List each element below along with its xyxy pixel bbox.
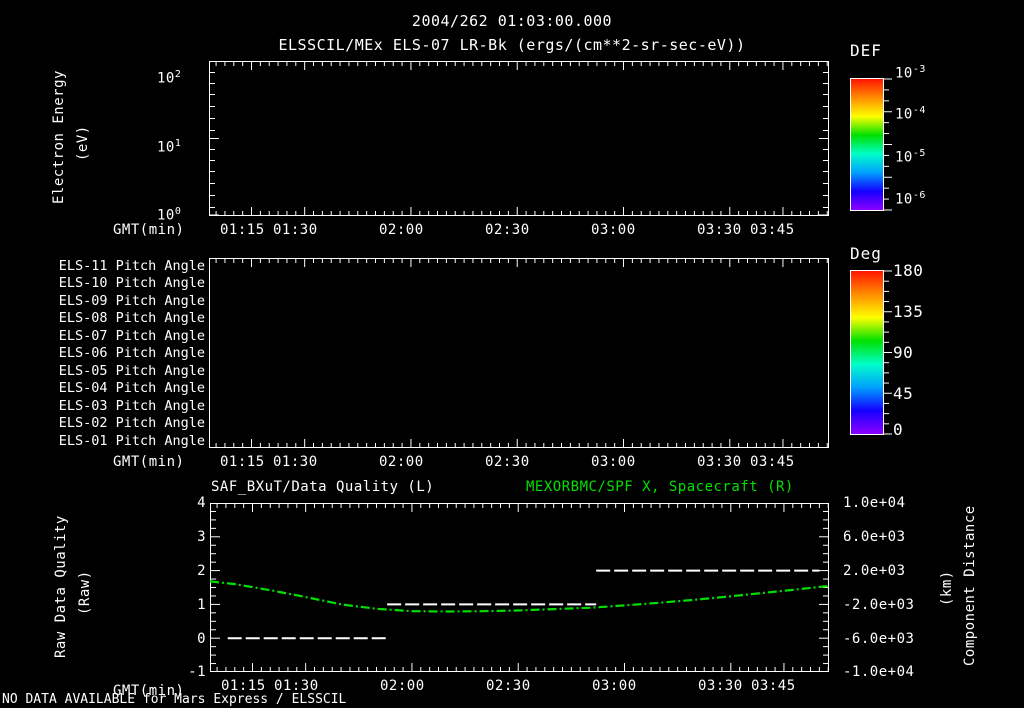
colorbar-deg[interactable] bbox=[850, 270, 884, 435]
mid-panel-xticks bbox=[215, 258, 828, 448]
colorbar-def-ticks bbox=[884, 78, 892, 211]
status-message: NO DATA AVAILABLE for Mars Express / ELS… bbox=[2, 692, 347, 707]
bottom-right-tick-labels: 1.0e+04 6.0e+03 2.0e+03 -2.0e+03 -6.0e+0… bbox=[843, 495, 915, 680]
colorbar-def-tick-1e-3: 10-3 bbox=[895, 64, 926, 82]
page-title: 2004/262 01:03:00.000 bbox=[411, 12, 613, 30]
top-ytick-1: 100 bbox=[157, 206, 182, 224]
bottom-ylabel-left-line2: (Raw) bbox=[77, 570, 93, 616]
colorbar-deg-tick-90: 90 bbox=[893, 343, 914, 362]
bottom-panel-header-right: MEXORBMC/SPF X, Spacecraft (R) bbox=[526, 479, 794, 495]
top-panel-ylabel-line2: (eV) bbox=[75, 125, 91, 161]
row-label-els-01: ELS-01 Pitch Angle bbox=[58, 433, 205, 449]
bottom-ylabel-right-line1: Component Distance bbox=[962, 505, 978, 666]
row-label-els-10: ELS-10 Pitch Angle bbox=[58, 275, 205, 291]
mid-xaxis-label: GMT(min) bbox=[113, 454, 185, 470]
panel-pitch-angle[interactable] bbox=[209, 258, 829, 448]
colorbar-deg-tick-135: 135 bbox=[893, 302, 924, 321]
top-xaxis-label: GMT(min) bbox=[113, 222, 185, 238]
colorbar-def-tick-1e-5: 10-5 bbox=[895, 148, 926, 166]
pitch-angle-row-labels: ELS-11 Pitch Angle ELS-10 Pitch Angle EL… bbox=[0, 258, 205, 449]
page-subtitle: ELSSCIL/MEx ELS-07 LR-Bk (ergs/(cm**2-sr… bbox=[278, 36, 746, 54]
colorbar-def-tick-1e-6: 10-6 bbox=[895, 190, 926, 208]
colorbar-deg-tick-180: 180 bbox=[893, 261, 924, 280]
row-label-els-04: ELS-04 Pitch Angle bbox=[58, 380, 205, 396]
colorbar-def-tick-1e-4: 10-4 bbox=[895, 105, 926, 123]
bottom-ylabel-left-line1: Raw Data Quality bbox=[53, 515, 69, 658]
bottom-xaxis-label: GMT(min) bbox=[113, 683, 185, 699]
top-ytick-10: 101 bbox=[157, 138, 182, 156]
colorbar-def[interactable] bbox=[850, 78, 884, 211]
row-label-els-03: ELS-03 Pitch Angle bbox=[58, 398, 205, 414]
row-label-els-05: ELS-05 Pitch Angle bbox=[58, 363, 205, 379]
row-label-els-06: ELS-06 Pitch Angle bbox=[58, 345, 205, 361]
mid-panel-xtick-labels: 01:15 01:30 02:00 02:30 03:00 03:30 03:4… bbox=[220, 454, 795, 470]
top-panel-yticks bbox=[209, 61, 829, 216]
bottom-panel-xtick-labels: 01:15 01:30 02:00 02:30 03:00 03:30 03:4… bbox=[221, 678, 796, 694]
panel-data-quality[interactable] bbox=[210, 503, 829, 672]
colorbar-deg-tick-45: 45 bbox=[893, 384, 914, 403]
row-label-els-08: ELS-08 Pitch Angle bbox=[58, 310, 205, 326]
colorbar-deg-title: Deg bbox=[850, 244, 882, 263]
top-ytick-100: 102 bbox=[157, 69, 182, 87]
top-panel-ylabel-line1: Electron Energy bbox=[51, 70, 67, 204]
row-label-els-02: ELS-02 Pitch Angle bbox=[58, 415, 205, 431]
row-label-els-11: ELS-11 Pitch Angle bbox=[58, 258, 205, 274]
bottom-panel-plot[interactable] bbox=[210, 503, 829, 673]
colorbar-def-title: DEF bbox=[850, 41, 882, 60]
top-panel-xtick-labels: 01:15 01:30 02:00 02:30 03:00 03:30 03:4… bbox=[220, 222, 795, 238]
bottom-left-tick-labels: 4 3 2 1 0 -1 bbox=[188, 495, 206, 680]
bottom-ylabel-right-line2: (km) bbox=[939, 570, 955, 606]
colorbar-deg-tick-0: 0 bbox=[893, 420, 904, 439]
bottom-panel-header-left: SAF_BXuT/Data Quality (L) bbox=[211, 479, 435, 495]
colorbar-deg-ticks bbox=[884, 270, 892, 435]
row-label-els-07: ELS-07 Pitch Angle bbox=[58, 328, 205, 344]
top-panel-xticks bbox=[215, 61, 828, 216]
row-label-els-09: ELS-09 Pitch Angle bbox=[58, 293, 205, 309]
